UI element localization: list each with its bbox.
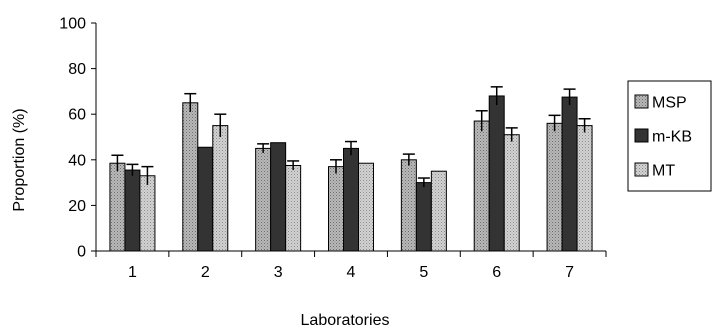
bar-msp-4 (328, 166, 344, 252)
y-tick-label-0: 0 (77, 244, 86, 261)
legend-swatch-msp (634, 94, 649, 109)
legend-label-mt: MT (652, 163, 675, 180)
x-tick-label-7: 7 (565, 264, 574, 281)
bar-m-kb-1 (124, 169, 141, 252)
bar-mt-1 (139, 175, 156, 252)
bar-msp-1 (109, 162, 126, 252)
bar-mt-7 (576, 125, 593, 252)
bar-m-kb-7 (561, 96, 578, 252)
bar-m-kb-6 (488, 95, 505, 252)
y-tick-label-60: 60 (68, 107, 86, 124)
x-tick-label-1: 1 (128, 264, 137, 281)
bar-m-kb-2 (197, 146, 214, 252)
bar-mt-5 (430, 170, 447, 252)
bar-mt-6 (503, 134, 520, 252)
bar-msp-2 (182, 102, 199, 252)
legend: MSP m-KB MT (627, 80, 712, 192)
plot-area: 0 20 40 60 80 100 1 2 3 4 5 6 7 (59, 16, 607, 281)
legend-label-msp: MSP (652, 95, 687, 112)
legend-swatch-m-kb (634, 128, 649, 143)
y-tick-label-80: 80 (68, 61, 86, 78)
bar-msp-3 (255, 147, 272, 252)
y-tick-label-40: 40 (68, 152, 86, 169)
x-tick-label-4: 4 (347, 264, 356, 281)
x-axis-title: Laboratories (301, 312, 390, 329)
x-tick-label-3: 3 (274, 264, 283, 281)
bar-m-kb-3 (270, 142, 287, 252)
bar-mt-4 (358, 162, 374, 252)
y-tick-label-20: 20 (68, 198, 86, 215)
legend-swatch-mt (634, 162, 649, 177)
bar-msp-5 (400, 159, 417, 252)
bar-mt-2 (212, 125, 229, 252)
y-tick-label-100: 100 (59, 16, 86, 33)
bar-msp-7 (546, 122, 563, 252)
x-tick-label-5: 5 (419, 264, 428, 281)
legend-label-m-kb: m-KB (652, 129, 692, 146)
bar-m-kb-4 (343, 147, 359, 252)
x-tick-label-2: 2 (201, 264, 210, 281)
bar-m-kb-5 (415, 182, 432, 252)
bar-mt-3 (285, 165, 302, 252)
bar-msp-6 (473, 120, 490, 252)
x-tick-label-6: 6 (492, 264, 501, 281)
y-axis-title: Proportion (%) (11, 108, 28, 211)
